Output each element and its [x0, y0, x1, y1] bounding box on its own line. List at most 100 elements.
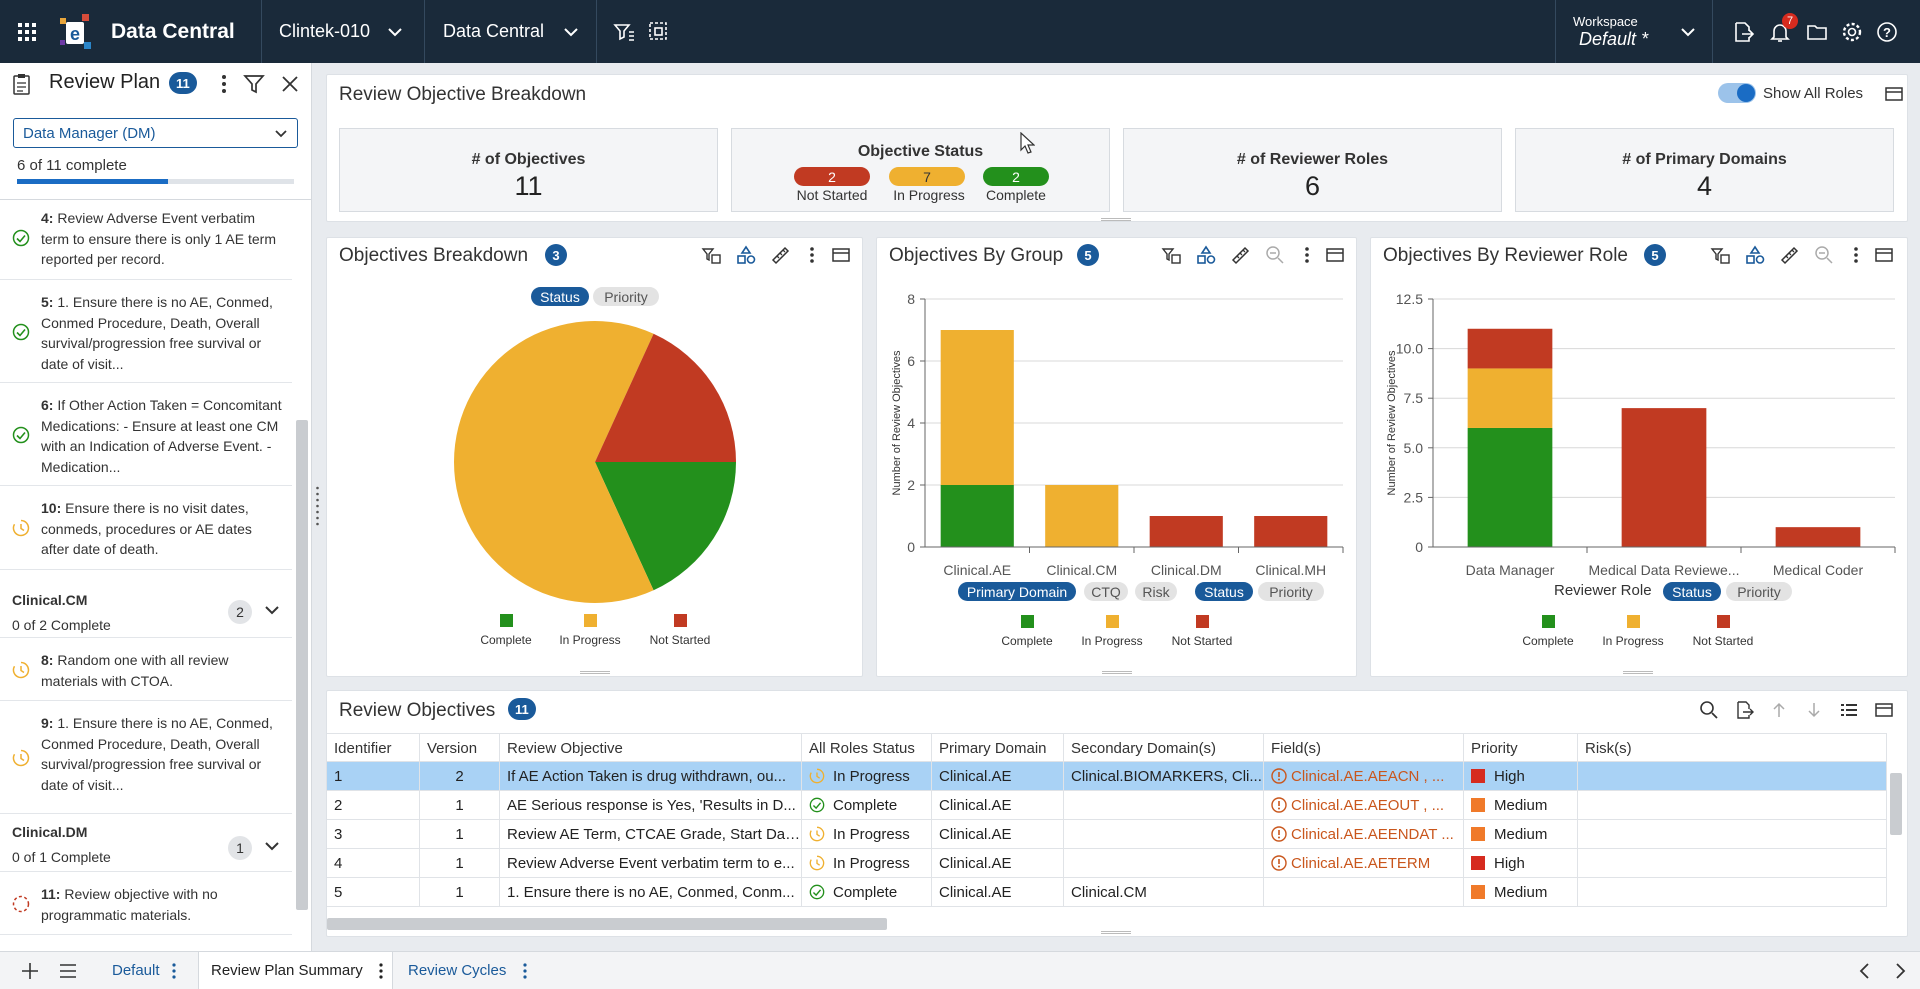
column-header-risk-s[interactable]: Risk(s)	[1578, 734, 1887, 763]
column-header-all-roles-status[interactable]: All Roles Status	[802, 734, 932, 763]
objective-list-item[interactable]: 5: 1. Ensure there is no AE, Conmed, Con…	[0, 280, 292, 383]
column-header-version[interactable]: Version	[420, 734, 500, 763]
more-options-icon[interactable]	[214, 73, 234, 95]
pill-primary-domain[interactable]: Primary Domain	[958, 582, 1076, 601]
study-selector[interactable]: Clintek-010	[279, 0, 402, 63]
tab-review-plan-summary[interactable]: Review Plan Summary	[198, 952, 393, 989]
resize-grip[interactable]	[1101, 931, 1131, 934]
tab-list-icon[interactable]	[58, 961, 78, 981]
bar-not-started-clinical-mh[interactable]	[1254, 516, 1328, 547]
column-list-icon[interactable]	[1839, 700, 1859, 720]
more-options-icon[interactable]	[1297, 245, 1317, 265]
zoom-out-icon[interactable]	[1265, 245, 1285, 265]
column-header-priority[interactable]: Priority	[1464, 734, 1578, 763]
export-icon[interactable]	[1734, 700, 1754, 720]
filter-icon[interactable]	[243, 73, 265, 95]
folder-icon[interactable]	[1805, 20, 1829, 44]
resize-grip[interactable]	[1102, 671, 1132, 674]
pie-slice-complete[interactable]	[595, 462, 736, 591]
help-icon[interactable]: ?	[1875, 20, 1899, 44]
panel-layout-icon[interactable]	[831, 245, 851, 265]
objective-list-item[interactable]: 10: Ensure there is no visit dates, conm…	[0, 486, 292, 570]
workspace-selector[interactable]: Workspace Default *	[1573, 0, 1648, 63]
tab-review-cycles[interactable]: Review Cycles	[396, 952, 536, 989]
objective-list-item[interactable]: 8: Random one with all review materials …	[0, 638, 292, 701]
more-options-icon[interactable]	[802, 245, 822, 265]
group-header-clinical-cm[interactable]: Clinical.CM 0 of 2 Complete 2	[0, 582, 292, 638]
pill-status[interactable]: Status	[1663, 582, 1721, 601]
column-header-primary-domain[interactable]: Primary Domain	[932, 734, 1064, 763]
bar-not-started-clinical-dm[interactable]	[1149, 516, 1223, 547]
pie-slice-not-started[interactable]	[595, 333, 736, 462]
column-header-identifier[interactable]: Identifier	[327, 734, 420, 763]
filter-list-icon[interactable]	[612, 20, 636, 44]
export-icon[interactable]	[1731, 20, 1755, 44]
tab-default[interactable]: Default	[100, 952, 185, 989]
pie-slice-in-progress[interactable]	[453, 320, 654, 603]
bar-in-progress-data-manager[interactable]	[1467, 368, 1553, 428]
table-row[interactable]: 3 1 Review AE Term, CTCAE Grade, Start Dat…	[327, 820, 1887, 849]
zoom-out-icon[interactable]	[1814, 245, 1834, 265]
close-icon[interactable]	[279, 73, 301, 95]
table-row[interactable]: 1 2 If AE Action Taken is drug withdrawn, …	[327, 762, 1887, 791]
app-launcher-icon[interactable]	[15, 20, 39, 44]
chevron-down-icon[interactable]	[1676, 20, 1700, 44]
shapes-icon[interactable]	[1745, 245, 1765, 265]
gear-icon[interactable]	[1840, 20, 1864, 44]
sidebar-scrollbar[interactable]	[296, 420, 308, 910]
pill-priority[interactable]: Priority	[1258, 582, 1324, 601]
panel-layout-icon[interactable]	[1884, 84, 1904, 104]
column-header-review-objective[interactable]: Review Objective	[500, 734, 802, 763]
ruler-icon[interactable]	[1779, 245, 1799, 265]
pill-status[interactable]: Status	[1195, 582, 1253, 601]
table-horizontal-scrollbar[interactable]	[327, 918, 887, 930]
chart-data-icon[interactable]	[1161, 245, 1181, 265]
pill-priority[interactable]: Priority	[1726, 582, 1792, 601]
resize-handle[interactable]	[315, 485, 320, 527]
bar-not-started-data-manager[interactable]	[1467, 328, 1553, 369]
pill-status[interactable]: Status	[531, 287, 589, 306]
add-tab-icon[interactable]	[20, 961, 40, 981]
group-header-clinical-dm[interactable]: Clinical.DM 0 of 1 Complete 1	[0, 814, 292, 872]
module-selector[interactable]: Data Central	[443, 0, 578, 63]
chevron-left-icon[interactable]	[1855, 961, 1875, 981]
column-header-secondary-domain-s[interactable]: Secondary Domain(s)	[1064, 734, 1264, 763]
table-row[interactable]: 4 1 Review Adverse Event verbatim term to …	[327, 849, 1887, 878]
ruler-icon[interactable]	[1230, 245, 1250, 265]
bar-in-progress-clinical-ae[interactable]	[940, 330, 1014, 485]
resize-grip[interactable]	[1101, 218, 1131, 221]
panel-layout-icon[interactable]	[1874, 245, 1894, 265]
resize-grip[interactable]	[1623, 671, 1653, 674]
show-all-roles-toggle[interactable]	[1718, 83, 1756, 103]
shapes-icon[interactable]	[1196, 245, 1216, 265]
bar-complete-data-manager[interactable]	[1467, 427, 1553, 547]
bar-complete-clinical-ae[interactable]	[940, 485, 1014, 547]
chevron-right-icon[interactable]	[1890, 961, 1910, 981]
table-row[interactable]: 5 1 1. Ensure there is no AE, Conmed, Conm…	[327, 878, 1887, 907]
chart-data-icon[interactable]	[701, 245, 721, 265]
bar-not-started-medical-data-reviewe[interactable]	[1621, 408, 1707, 547]
move-up-icon[interactable]	[1769, 700, 1789, 720]
objective-list-item[interactable]: 4: Review Adverse Event verbatim term to…	[0, 200, 292, 280]
panel-layout-icon[interactable]	[1874, 700, 1894, 720]
column-header-field-s[interactable]: Field(s)	[1264, 734, 1464, 763]
objective-list-item[interactable]: 9: 1. Ensure there is no AE, Conmed, Con…	[0, 701, 292, 814]
move-down-icon[interactable]	[1804, 700, 1824, 720]
more-options-icon[interactable]	[1846, 245, 1866, 265]
chart-data-icon[interactable]	[1710, 245, 1730, 265]
panel-layout-icon[interactable]	[1325, 245, 1345, 265]
bar-not-started-medical-coder[interactable]	[1775, 527, 1861, 547]
table-vertical-scrollbar[interactable]	[1890, 773, 1902, 835]
objective-list-item[interactable]: 11: Review objective with no programmati…	[0, 872, 292, 935]
role-select[interactable]: Data Manager (DM)	[13, 118, 298, 148]
pill-ctq[interactable]: CTQ	[1084, 582, 1128, 601]
bar-in-progress-clinical-cm[interactable]	[1045, 485, 1119, 547]
objective-list-item[interactable]: 6: If Other Action Taken = Concomitant M…	[0, 383, 292, 486]
select-region-icon[interactable]	[647, 20, 671, 44]
search-icon[interactable]	[1699, 700, 1719, 720]
ruler-icon[interactable]	[770, 245, 790, 265]
shapes-icon[interactable]	[736, 245, 756, 265]
pill-priority[interactable]: Priority	[593, 287, 659, 306]
pill-risk[interactable]: Risk	[1135, 582, 1177, 601]
resize-grip[interactable]	[580, 671, 610, 674]
